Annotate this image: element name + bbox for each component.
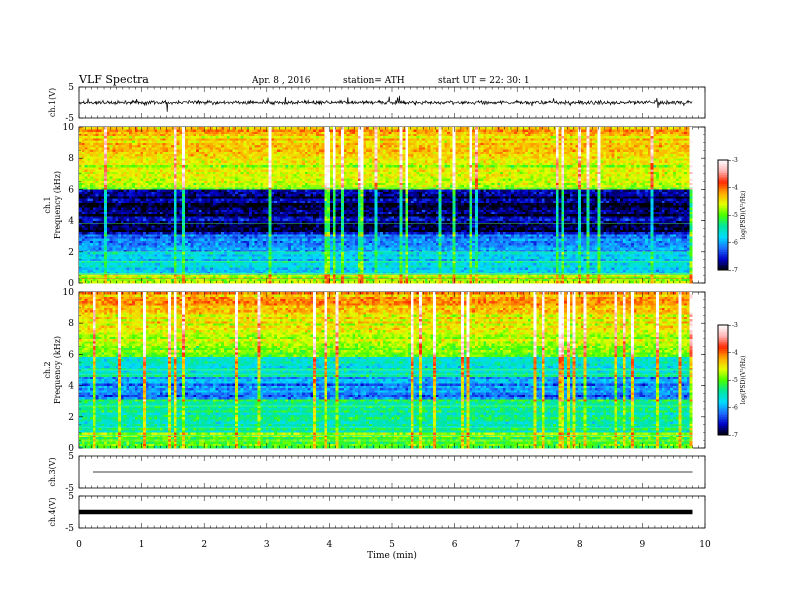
y-tick-label: 5 <box>68 452 74 462</box>
y-tick-label: 10 <box>63 288 75 298</box>
spectrogram-rasters <box>79 127 705 449</box>
colorbar-tick-label: -5 <box>732 377 738 384</box>
colorbar-tick-label: -4 <box>732 185 738 192</box>
colorbar-tick-label: -3 <box>732 322 738 329</box>
spectrogram-ch2 <box>79 292 705 449</box>
y-axis-label: ch.3(V) <box>48 457 57 486</box>
colorbars: -3 -4 -5 -6 -7 log(PSD)(V²/Hz) -3 -4 -5 -6 -7 log(P… <box>717 157 747 439</box>
y-axis-label: ch.4(V) <box>48 497 57 526</box>
y-tick-label: 2 <box>68 413 74 423</box>
y-tick-label: 8 <box>68 319 74 329</box>
station-label: station= ATH <box>343 76 405 86</box>
x-tick-label: 3 <box>264 540 270 550</box>
y-tick-label: -5 <box>65 114 74 124</box>
y-tick-label: 8 <box>68 154 74 164</box>
x-tick-label: 7 <box>514 540 520 550</box>
y-tick-label: 6 <box>68 350 74 360</box>
colorbar-tick-label: -7 <box>732 267 738 274</box>
x-tick-label: 2 <box>201 540 207 550</box>
y-tick-label: 0 <box>68 279 74 289</box>
x-tick-label: 1 <box>139 540 145 550</box>
colorbar-tick-label: -7 <box>732 432 738 439</box>
x-tick-label: 9 <box>640 540 646 550</box>
y-axis-label: ch.1(V) <box>48 88 57 117</box>
colorbar-tick-label: -5 <box>732 212 738 219</box>
waveform-traces <box>78 95 693 515</box>
x-tick-label: 5 <box>389 540 395 550</box>
x-tick-label: 4 <box>327 540 333 550</box>
y-tick-label: 5 <box>68 492 74 502</box>
waveform-line-ch1 <box>78 95 693 112</box>
colorbar-label: log(PSD)(V²/Hz) <box>740 191 747 240</box>
colorbar-tick-label: -6 <box>732 240 738 247</box>
x-tick-label: 0 <box>76 540 82 550</box>
chart-title: VLF Spectra <box>78 73 149 86</box>
colorbar-label: log(PSD)(V²/Hz) <box>740 356 747 405</box>
colorbar-tick-label: -3 <box>732 157 738 164</box>
x-tick-label: 10 <box>699 540 711 550</box>
colorbar-ch1: -3 -4 -5 -6 -7 log(PSD)(V²/Hz) <box>717 157 747 274</box>
y-axis-label: ch.1Frequency (kHz) <box>43 171 62 239</box>
spectrogram-ch1 <box>79 127 705 284</box>
colorbar-ch2: -3 -4 -5 -6 -7 log(PSD)(V²/Hz) <box>717 322 747 439</box>
y-tick-label: 10 <box>63 123 75 133</box>
start-time-label: start UT = 22: 30: 1 <box>438 76 530 86</box>
date-label: Apr. 8 , 2016 <box>251 76 311 86</box>
x-tick-label: 8 <box>577 540 583 550</box>
y-tick-label: 6 <box>68 185 74 195</box>
y-tick-label: 0 <box>68 444 74 454</box>
y-tick-label: 4 <box>68 217 74 227</box>
y-tick-label: -5 <box>65 484 74 494</box>
y-tick-label: 2 <box>68 248 74 258</box>
y-tick-label: 4 <box>68 382 74 392</box>
x-tick-label: 6 <box>452 540 458 550</box>
colorbar-tick-label: -6 <box>732 405 738 412</box>
colorbar-tick-label: -4 <box>732 350 738 357</box>
x-axis-label: Time (min) <box>367 550 417 561</box>
y-axis-label: ch.2Frequency (kHz) <box>43 336 62 404</box>
y-tick-label: -5 <box>65 524 74 534</box>
y-tick-label: 5 <box>68 83 74 93</box>
